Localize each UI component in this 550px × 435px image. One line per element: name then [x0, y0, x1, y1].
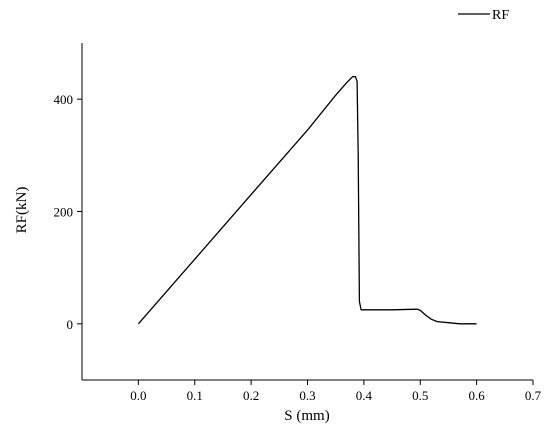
x-tick-label: 0.0	[130, 388, 146, 403]
y-tick-label: 200	[54, 205, 74, 220]
y-tick-label: 400	[54, 92, 74, 107]
series-layer	[137, 76, 477, 325]
y-ticks: 0 200 400	[54, 92, 82, 332]
x-ticks: 0.0 0.1 0.2 0.3 0.4 0.5 0.6 0.7	[130, 380, 542, 403]
y-axis-label: RF(kN)	[14, 187, 30, 234]
legend-label-rf: RF	[492, 8, 509, 23]
x-tick-label: 0.5	[412, 388, 428, 403]
legend: RF	[458, 8, 509, 23]
x-tick-label: 0.4	[356, 388, 373, 403]
axes	[81, 43, 533, 381]
x-tick-label: 0.6	[469, 388, 486, 403]
x-axis-label: S (mm)	[284, 408, 329, 424]
series-line-rf	[137, 76, 477, 325]
y-tick-label: 0	[67, 317, 74, 332]
x-tick-label: 0.7	[525, 388, 542, 403]
x-tick-label: 0.3	[299, 388, 315, 403]
x-tick-label: 0.1	[187, 388, 203, 403]
x-tick-label: 0.2	[243, 388, 259, 403]
